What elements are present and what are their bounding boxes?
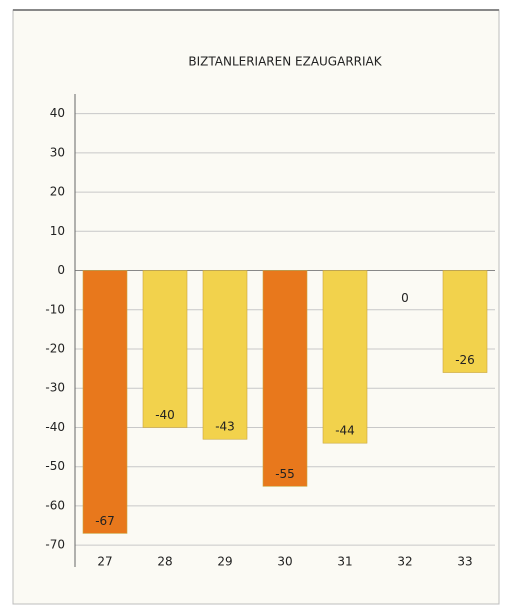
x-tick-label: 32 — [397, 555, 412, 569]
y-tick-label: -20 — [45, 342, 65, 356]
x-tick-label: 31 — [337, 555, 352, 569]
value-label: -43 — [215, 420, 235, 434]
y-tick-label: 10 — [50, 224, 65, 238]
y-tick-label: 0 — [57, 263, 65, 277]
x-tick-label: 29 — [217, 555, 232, 569]
y-tick-label: -40 — [45, 420, 65, 434]
value-label: -55 — [275, 467, 295, 481]
bar — [82, 270, 128, 534]
x-tick-label: 27 — [97, 555, 112, 569]
x-tick-label: 33 — [457, 555, 472, 569]
value-label: -40 — [155, 408, 175, 422]
value-label: -44 — [335, 424, 355, 438]
y-tick-label: 20 — [50, 185, 65, 199]
bar — [142, 270, 188, 428]
bar — [202, 270, 248, 440]
y-tick-label: -70 — [45, 538, 65, 552]
bar — [262, 270, 308, 487]
y-tick-label: -10 — [45, 302, 65, 316]
bar — [322, 270, 368, 444]
chart-title: BIZTANLERIAREN EZAUGARRIAK — [188, 55, 382, 69]
value-label: -67 — [95, 514, 115, 528]
bar — [442, 270, 488, 373]
y-tick-label: 40 — [50, 106, 65, 120]
x-tick-label: 28 — [157, 555, 172, 569]
y-tick-label: 30 — [50, 145, 65, 159]
y-tick-label: -30 — [45, 381, 65, 395]
value-label: -26 — [455, 353, 475, 367]
x-tick-label: 30 — [277, 555, 292, 569]
y-tick-label: -50 — [45, 459, 65, 473]
value-label: 0 — [401, 291, 409, 305]
y-tick-label: -60 — [45, 498, 65, 512]
